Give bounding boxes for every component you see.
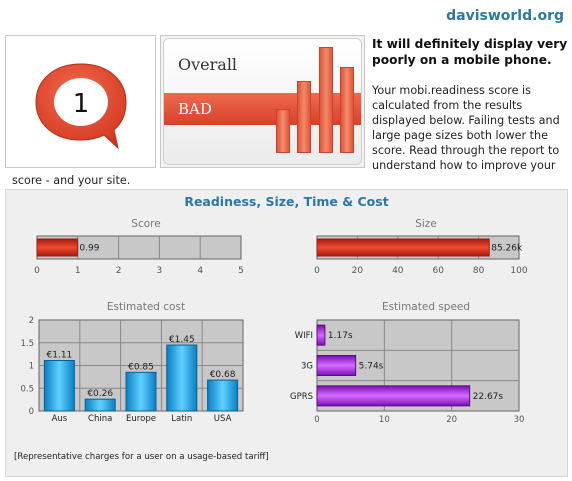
speed-chart: Estimated speed 1.17s 5.74s 22.67s 0 10 20 30 W… xyxy=(290,301,525,425)
bar xyxy=(316,385,471,407)
chart-title: Score xyxy=(131,218,160,230)
summary-section: 1 Overall BAD It will definitely display… xyxy=(0,33,572,185)
tick-label: 20 xyxy=(446,415,457,425)
tick-label: 0 xyxy=(314,266,320,276)
score-chart: Score 0.99 0 1 2 3 4 5 xyxy=(34,218,244,276)
tick-label: 10 xyxy=(379,415,390,425)
score-speech-bubble-icon: 1 xyxy=(35,63,127,150)
value-label: €1.45 xyxy=(169,335,195,345)
value-label: €0.68 xyxy=(210,370,236,380)
category-label: 3G xyxy=(301,362,313,372)
category-label: USA xyxy=(214,414,232,424)
summary-title: It will definitely display very poorly o… xyxy=(372,37,568,67)
tick-label: 80 xyxy=(473,266,485,276)
value-label: 1.17s xyxy=(328,331,353,341)
bar xyxy=(43,359,75,412)
tick-label: 40 xyxy=(392,266,404,276)
overall-label: Overall xyxy=(178,55,238,74)
tick-label: 1 xyxy=(75,266,81,276)
category-label: WIFI xyxy=(295,331,313,341)
tick-label: 30 xyxy=(514,415,525,425)
panel-title: Readiness, Size, Time & Cost xyxy=(184,194,389,209)
bar xyxy=(316,324,326,346)
tick-label: 20 xyxy=(352,266,364,276)
value-label: 85.26k xyxy=(491,244,523,254)
metrics-panel: Readiness, Size, Time & Cost Score 0.99 0… xyxy=(5,189,568,477)
tick-label: 0 xyxy=(29,407,34,417)
value-label: €0.26 xyxy=(87,389,113,399)
cost-chart: Estimated cost €1.11 €0.26 €0.85 €1.45 €0.68… xyxy=(20,301,244,424)
summary-text-tail: score - and your site. xyxy=(12,174,131,187)
bar xyxy=(166,344,198,412)
score-badge-box: 1 xyxy=(5,35,156,168)
chart-title: Size xyxy=(415,218,437,230)
category-label: GPRS xyxy=(290,392,313,402)
overall-rating: BAD xyxy=(178,100,212,118)
overall-graphic-bar xyxy=(319,47,333,153)
tick-label: 2 xyxy=(116,266,122,276)
summary-text: Your mobi.readiness score is calculated … xyxy=(372,84,560,172)
size-chart: Size 85.26k 0 20 40 60 80 100 xyxy=(314,218,528,276)
category-label: Latin xyxy=(171,414,192,424)
bar xyxy=(36,238,78,257)
bar xyxy=(316,355,357,376)
tick-label: 3 xyxy=(157,266,163,276)
value-label: 0.99 xyxy=(79,244,99,254)
score-badge-value: 1 xyxy=(73,89,90,119)
cost-footnote: [Representative charges for a user on a … xyxy=(14,452,269,462)
category-label: Aus xyxy=(52,414,68,424)
site-name[interactable]: davisworld.org xyxy=(446,8,564,24)
category-label: China xyxy=(88,414,112,424)
tick-label: 100 xyxy=(510,266,527,276)
tick-label: 1.5 xyxy=(20,339,34,349)
bar xyxy=(316,238,490,257)
value-label: €1.11 xyxy=(47,350,73,360)
tick-label: 2 xyxy=(29,316,34,326)
bar xyxy=(84,398,116,412)
tick-label: 60 xyxy=(432,266,444,276)
tick-label: 0 xyxy=(34,266,40,276)
chart-title: Estimated speed xyxy=(382,301,470,313)
tick-label: 1 xyxy=(29,362,34,372)
overall-graphic-bar xyxy=(297,81,311,153)
tick-label: 0.5 xyxy=(20,384,34,394)
overall-graphic-bar xyxy=(276,109,290,153)
bar xyxy=(207,379,239,412)
tick-label: 5 xyxy=(238,266,244,276)
overall-rating-box: Overall BAD xyxy=(160,35,365,168)
value-label: €0.85 xyxy=(128,362,154,372)
chart-title: Estimated cost xyxy=(107,301,185,313)
overall-graphic-bar xyxy=(340,67,354,153)
tick-label: 0 xyxy=(314,415,319,425)
bar xyxy=(125,371,157,412)
value-label: 22.67s xyxy=(473,392,504,402)
value-label: 5.74s xyxy=(359,362,384,372)
category-label: Europe xyxy=(126,414,156,424)
tick-label: 4 xyxy=(197,266,203,276)
